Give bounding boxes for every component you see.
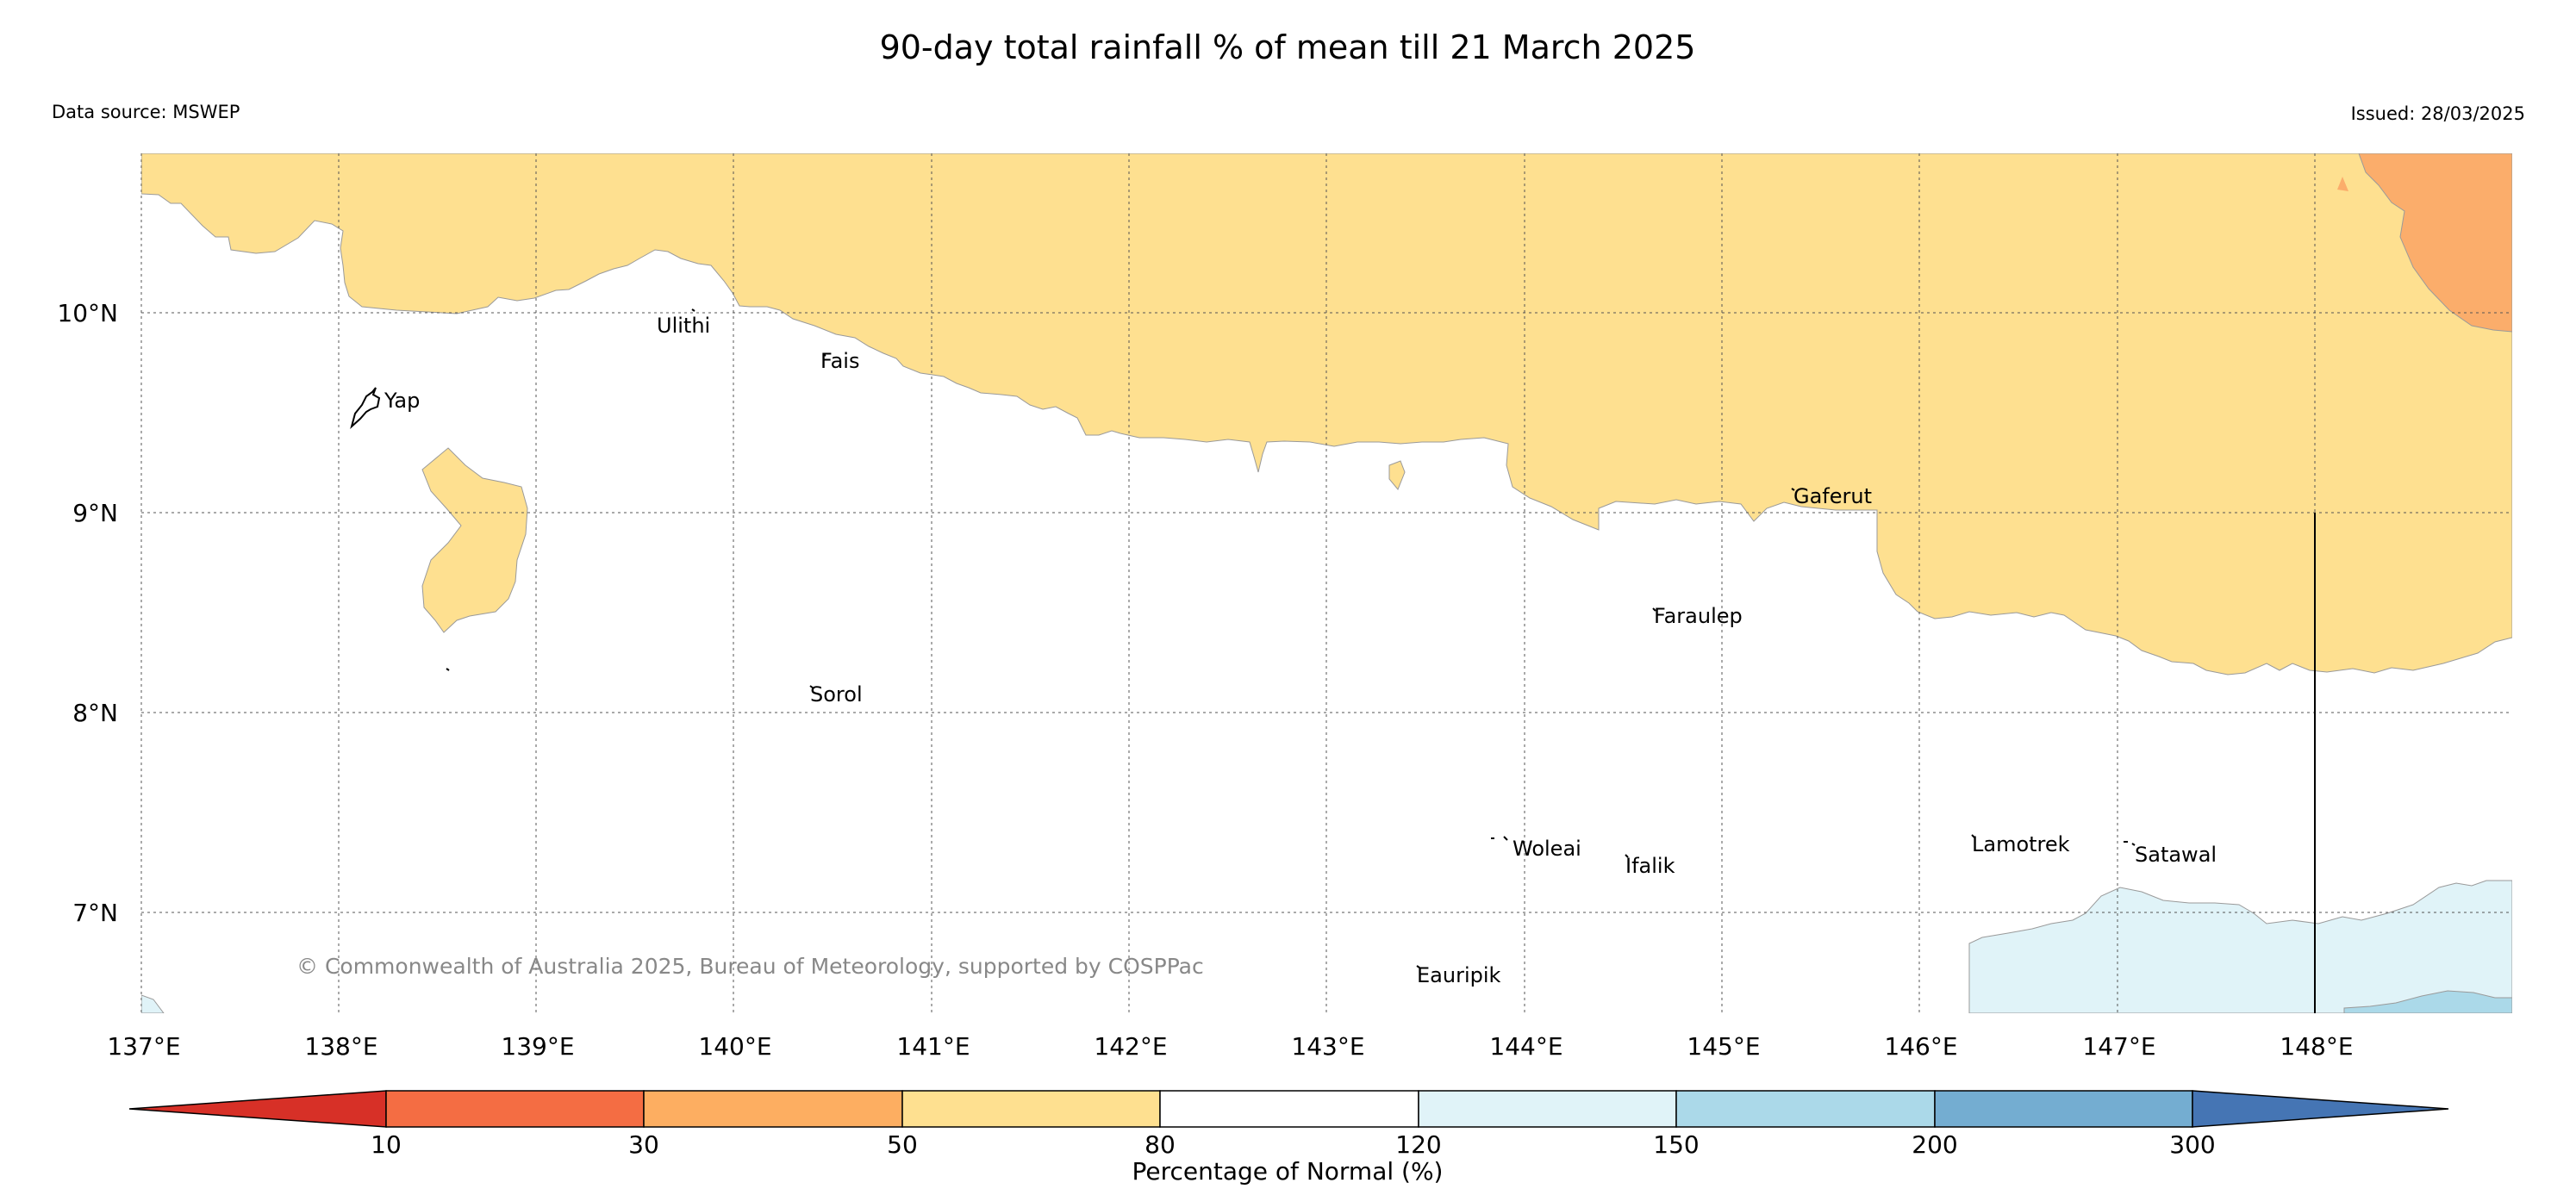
lat-tick-label: 7°N [72,899,118,927]
colorbar-tick-label: 80 [1145,1130,1176,1159]
rainfall-region-120-150-corner [141,994,165,1013]
copyright-notice: © Commonwealth of Australia 2025, Bureau… [296,954,1204,979]
island-marker-gaferut [1791,488,1795,491]
island-marker-lamotrek [1971,834,1975,838]
colorbar-tick-label: 300 [2169,1130,2215,1159]
colorbar-segment-30-50 [643,1090,903,1128]
lon-tick-label: 142°E [1094,1032,1167,1061]
rainfall-region-50-80-south-lobe [421,447,528,633]
colorbar-segment-10-30 [385,1090,645,1128]
island-label-satawal: Satawal [2135,843,2217,867]
island-marker-ulithi [691,308,695,312]
island-marker-fais [822,353,826,357]
issued-date-label: Issued: 28/03/2025 [2351,103,2525,124]
island-marker-faraulep [1652,607,1656,612]
lon-tick-label: 140°E [698,1032,771,1061]
island-marker-speck [446,668,450,671]
lat-tick-label: 8°N [72,699,118,727]
colorbar-segment-above-300 [2192,1090,2449,1128]
island-marker-eauripik [1416,965,1420,968]
lon-tick-label: 137°E [107,1032,180,1061]
colorbar-tick-label: 50 [887,1130,918,1159]
map-panel: Yap Ulithi Fais Gaferut Faraulep Sorol W… [140,153,2512,1013]
longitude-tick-labels: 137°E 138°E 139°E 140°E 141°E 142°E 143°… [107,1032,2353,1061]
island-label-faraulep: Faraulep [1654,604,1743,628]
island-label-yap: Yap [384,389,420,413]
colorbar-axis-label: Percentage of Normal (%) [1132,1157,1444,1186]
yap-island-shape [350,387,381,429]
lon-tick-label: 138°E [304,1032,377,1061]
island-marker-satawal [2124,841,2136,846]
colorbar-tick-label: 120 [1395,1130,1441,1159]
lat-tick-label: 9°N [72,499,118,527]
island-label-sorol: Sorol [810,682,863,707]
colorbar-segment-120-150 [1418,1090,1677,1128]
colorbar-segment-150-200 [1675,1090,1936,1128]
island-label-gaferut: Gaferut [1793,484,1872,508]
island-label-ulithi: Ulithi [657,314,710,338]
island-marker-sorol [809,685,814,689]
colorbar-tick-label: 200 [1912,1130,1957,1159]
lon-tick-label: 148°E [2280,1032,2353,1061]
rainfall-region-150-200 [2343,990,2512,1013]
colorbar-segment-200-300 [1934,1090,2193,1128]
colorbar-tick-label: 30 [628,1130,659,1159]
island-label-fais: Fais [820,349,859,373]
rainfall-region-50-80-patch [1388,460,1406,490]
lon-tick-label: 145°E [1687,1032,1760,1061]
map-title: 90-day total rainfall % of mean till 21 … [880,28,1696,66]
rainfall-region-30-50 [2358,153,2512,333]
rainfall-region-30-50-speck [2337,177,2348,191]
lon-tick-label: 143°E [1291,1032,1364,1061]
lon-tick-label: 139°E [501,1032,574,1061]
lon-tick-label: 146°E [1884,1032,1957,1061]
data-source-label: Data source: MSWEP [52,102,240,122]
lat-tick-label: 10°N [57,299,118,327]
rainfall-region-120-150 [1968,880,2512,1013]
lon-tick-label: 147°E [2082,1032,2155,1061]
island-marker-ifalik [1625,854,1629,858]
island-label-woleai: Woleai [1513,837,1581,861]
colorbar-tick-label: 10 [371,1130,402,1159]
lon-tick-label: 144°E [1489,1032,1562,1061]
colorbar-tick-labels: 10 30 50 80 120 150 200 300 [371,1130,2216,1159]
island-marker-woleai [1491,836,1508,841]
colorbar: 10 30 50 80 120 150 200 300 Percentage o… [128,1090,2449,1186]
colorbar-segment-50-80 [901,1090,1161,1128]
colorbar-tick-label: 150 [1653,1130,1699,1159]
island-label-eauripik: Eauripik [1417,963,1501,987]
colorbar-segment-below-10 [128,1090,387,1128]
island-label-lamotrek: Lamotrek [1972,832,2070,856]
latitude-tick-labels: 10°N 9°N 8°N 7°N [57,299,118,927]
lon-tick-label: 141°E [896,1032,970,1061]
island-label-ifalik: Ifalik [1625,854,1675,878]
colorbar-segment-80-120 [1159,1090,1419,1128]
